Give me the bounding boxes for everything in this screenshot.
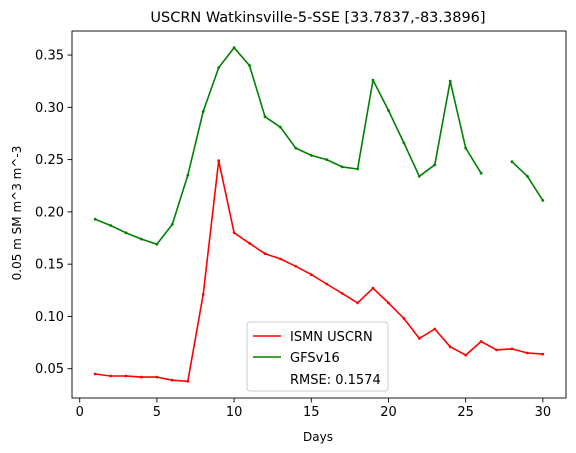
data-point-gfs-day-13 (279, 125, 282, 129)
data-point-ismn-day-11 (248, 241, 251, 245)
data-point-gfs-day-16 (325, 158, 329, 162)
data-point-gfs-day-20 (387, 109, 390, 112)
data-point-gfs-day-10 (232, 46, 236, 50)
data-point-gfs-day-5 (155, 242, 159, 246)
data-point-gfs-day-25 (464, 146, 468, 150)
y-tick-label-0.30: 0.30 (35, 101, 64, 116)
data-point-gfs-day-3 (124, 231, 128, 235)
data-point-ismn-day-26 (479, 340, 483, 343)
data-point-ismn-day-6 (170, 378, 174, 382)
data-point-ismn-day-18 (356, 301, 359, 305)
x-tick-label-30: 30 (535, 405, 552, 420)
legend-rmse-annotation: RMSE: 0.1574 (290, 373, 381, 388)
data-point-gfs-day-29 (526, 174, 529, 178)
data-point-gfs-day-7 (186, 173, 190, 177)
data-point-gfs-day-17 (340, 165, 344, 169)
x-tick-label-5: 5 (153, 405, 161, 420)
x-tick-label-15: 15 (303, 405, 320, 420)
data-point-ismn-day-4 (140, 375, 143, 379)
data-point-ismn-day-28 (510, 347, 514, 351)
y-tick-label-0.10: 0.10 (35, 310, 64, 325)
data-point-ismn-day-19 (371, 286, 375, 290)
data-point-gfs-day-21 (402, 141, 406, 145)
data-point-ismn-day-27 (495, 348, 498, 352)
data-point-gfs-day-11 (248, 64, 251, 67)
data-point-gfs-day-12 (263, 115, 267, 119)
data-point-ismn-day-23 (433, 327, 437, 331)
data-point-ismn-day-13 (279, 257, 282, 261)
legend-label-gfs: GFSv16 (290, 351, 340, 366)
data-point-ismn-day-5 (155, 375, 159, 379)
x-tick-label-10: 10 (226, 405, 243, 420)
y-tick-label-0.25: 0.25 (35, 153, 64, 168)
data-point-gfs-day-9 (217, 66, 221, 69)
data-point-ismn-day-14 (294, 264, 298, 268)
x-axis-label: Days (303, 430, 333, 444)
chart-title: USCRN Watkinsville-5-SSE [33.7837,-83.38… (150, 10, 485, 26)
data-point-ismn-day-29 (526, 351, 529, 355)
series-line-gfs-1 (94, 46, 482, 246)
legend-frame (246, 321, 389, 392)
series-line-ismn (95, 159, 543, 383)
data-point-gfs-day-22 (417, 174, 421, 178)
data-point-gfs-day-4 (140, 237, 143, 241)
data-point-ismn-day-17 (340, 292, 344, 295)
x-tick-label-0: 0 (76, 405, 84, 420)
data-point-ismn-day-3 (124, 374, 128, 378)
data-point-gfs-day-18 (356, 167, 359, 171)
data-point-ismn-day-10 (232, 231, 236, 235)
data-point-gfs-day-26 (479, 171, 483, 175)
y-axis-label: 0.05 m SM m^3 m^-3 (10, 146, 24, 281)
data-point-gfs-day-2 (109, 224, 112, 227)
data-point-ismn-day-9 (217, 159, 221, 163)
data-point-ismn-day-2 (109, 374, 112, 378)
y-tick-label-0.05: 0.05 (35, 362, 64, 377)
data-point-ismn-day-12 (263, 252, 267, 256)
data-point-ismn-day-24 (448, 345, 452, 349)
y-tick-label-0.20: 0.20 (35, 205, 64, 220)
data-point-ismn-day-22 (417, 337, 421, 340)
y-tick-label-0.35: 0.35 (35, 49, 64, 64)
legend: ISMN USCRN GFSv16 RMSE: 0.1574 (246, 321, 389, 392)
data-point-ismn-day-15 (309, 273, 313, 276)
data-point-ismn-day-1 (93, 372, 97, 376)
data-point-gfs-day-24 (448, 79, 452, 83)
data-point-gfs-day-28 (510, 160, 514, 164)
x-tick-label-20: 20 (380, 405, 397, 420)
data-point-gfs-day-30 (541, 199, 545, 202)
data-point-ismn-day-30 (541, 352, 545, 356)
data-point-ismn-day-7 (186, 379, 190, 383)
data-point-gfs-day-1 (93, 217, 97, 221)
x-tick-label-25: 25 (457, 405, 474, 420)
data-point-gfs-day-8 (201, 110, 205, 113)
data-point-gfs-day-19 (371, 78, 375, 82)
legend-label-ismn: ISMN USCRN (290, 330, 373, 345)
data-point-gfs-day-23 (433, 163, 437, 167)
axes-frame (71, 30, 567, 399)
plot-area: 0 5 10 15 20 25 30 0.05 0.10 0.15 0.20 0.25 0.30 0.35 (35, 30, 567, 420)
data-point-ismn-day-16 (325, 282, 329, 286)
y-tick-label-0.15: 0.15 (35, 258, 64, 273)
data-point-ismn-day-21 (402, 317, 406, 320)
data-point-gfs-day-6 (170, 223, 174, 226)
data-point-ismn-day-8 (201, 293, 205, 296)
data-point-gfs-day-15 (309, 154, 313, 157)
data-point-gfs-day-14 (294, 146, 298, 150)
data-point-ismn-day-25 (464, 353, 468, 357)
data-point-ismn-day-20 (387, 301, 390, 305)
